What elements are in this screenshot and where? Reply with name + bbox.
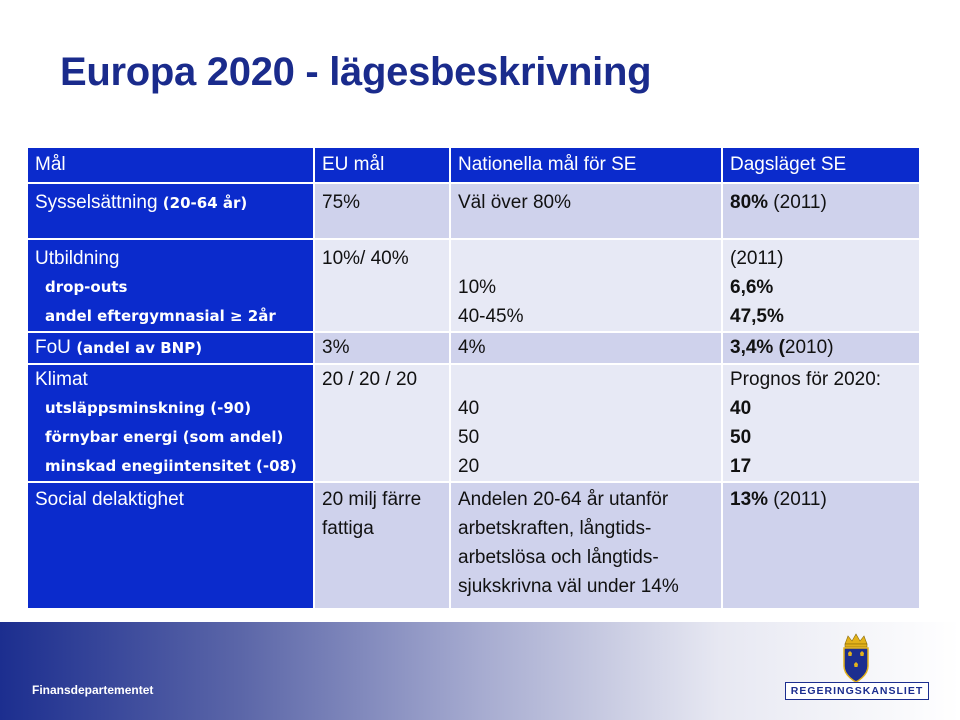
goal-label: Social delaktighet bbox=[35, 489, 184, 510]
table-row-employment: Sysselsättning (20-64 år) 75% Väl över 8… bbox=[26, 182, 921, 240]
status-year: (2011) bbox=[768, 192, 827, 213]
row-goal: Social delaktighet bbox=[26, 481, 315, 610]
status-year: 2010) bbox=[784, 337, 834, 358]
status-value: 13% bbox=[730, 489, 769, 510]
goal-subitem: förnybar energi (som andel) bbox=[45, 428, 284, 446]
eu-goal-cell: 3% bbox=[313, 331, 451, 365]
national-goal-cell: Väl över 80% bbox=[449, 182, 723, 240]
goal-note: (20-64 år) bbox=[162, 194, 248, 212]
goal-label: Klimat bbox=[35, 369, 88, 390]
header-national-goal: Nationella mål för SE bbox=[449, 146, 723, 184]
national-goal-cell: 40 50 20 bbox=[449, 363, 723, 483]
eu-goal-cell: 20 / 20 / 20 bbox=[313, 363, 451, 483]
table-row-climate: Klimat utsläppsminskning (-90) förnybar … bbox=[26, 363, 921, 483]
row-goal: Klimat utsläppsminskning (-90) förnybar … bbox=[26, 363, 315, 483]
status-year: (2011) bbox=[768, 489, 827, 510]
goal-note: (andel av BNP) bbox=[76, 339, 203, 357]
crown-shield-icon bbox=[843, 633, 869, 683]
status-value: 47,5% bbox=[730, 306, 784, 327]
national-goal-line: Andelen 20-64 år utanför bbox=[458, 489, 669, 510]
goal-subitem: utsläppsminskning (-90) bbox=[45, 399, 252, 417]
regeringskansliet-logo: REGERINGSKANSLIET bbox=[785, 682, 929, 700]
eu-goal-cell: 10%/ 40% bbox=[313, 238, 451, 333]
table-header-row: Mål EU mål Nationella mål för SE Dagsläg… bbox=[26, 146, 921, 184]
eu-goal-line: fattiga bbox=[322, 518, 374, 539]
table-row-education: Utbildning drop-outs andel eftergymnasia… bbox=[26, 238, 921, 333]
eu-goal-cell: 20 milj färre fattiga bbox=[313, 481, 451, 610]
national-goal-cell: 4% bbox=[449, 331, 723, 365]
status-forecast-label: Prognos för 2020: bbox=[730, 369, 882, 390]
eu-goal-line: 20 milj färre bbox=[322, 489, 422, 510]
status-cell: Prognos för 2020: 40 50 17 bbox=[721, 363, 921, 483]
national-value: 20 bbox=[458, 456, 480, 477]
national-goal-cell: 10% 40-45% bbox=[449, 238, 723, 333]
footer-band bbox=[0, 622, 960, 720]
goal-label: Sysselsättning bbox=[35, 192, 158, 213]
status-value: 17 bbox=[730, 456, 752, 477]
national-goal-cell: Andelen 20-64 år utanför arbetskraften, … bbox=[449, 481, 723, 610]
status-cell: 13% (2011) bbox=[721, 481, 921, 610]
table-row-social-inclusion: Social delaktighet 20 milj färre fattiga… bbox=[26, 481, 921, 610]
header-goal: Mål bbox=[26, 146, 315, 184]
national-value: 50 bbox=[458, 427, 480, 448]
national-goal-line: arbetskraften, långtids- bbox=[458, 518, 652, 539]
department-label: Finansdepartementet bbox=[32, 683, 154, 697]
goals-table: Mål EU mål Nationella mål för SE Dagsläg… bbox=[26, 146, 921, 610]
goal-subitem: drop-outs bbox=[45, 278, 128, 296]
row-goal: Sysselsättning (20-64 år) bbox=[26, 182, 315, 240]
goal-subitem: minskad enegiintensitet (-08) bbox=[45, 457, 297, 475]
status-cell: 80% (2011) bbox=[721, 182, 921, 240]
national-goal-line: arbetslösa och långtids- bbox=[458, 547, 659, 568]
status-year: (2011) bbox=[730, 248, 784, 269]
row-goal: FoU (andel av BNP) bbox=[26, 331, 315, 365]
table-row-research: FoU (andel av BNP) 3% 4% 3,4% (2010) bbox=[26, 331, 921, 365]
status-cell: 3,4% (2010) bbox=[721, 331, 921, 365]
status-value: 40 bbox=[730, 398, 752, 419]
goal-subitem: andel eftergymnasial ≥ 2år bbox=[45, 307, 276, 325]
goal-label: FoU bbox=[35, 337, 71, 358]
status-value: 50 bbox=[730, 427, 752, 448]
status-value: 80% bbox=[730, 192, 769, 213]
slide-title: Europa 2020 - lägesbeskrivning bbox=[60, 50, 652, 94]
status-value: 6,6% bbox=[730, 277, 774, 298]
goal-label: Utbildning bbox=[35, 248, 120, 269]
national-goal-line: sjukskrivna väl under 14% bbox=[458, 576, 679, 597]
national-value: 40 bbox=[458, 398, 480, 419]
eu-goal-cell: 75% bbox=[313, 182, 451, 240]
status-value: 3,4% ( bbox=[730, 337, 785, 358]
row-goal: Utbildning drop-outs andel eftergymnasia… bbox=[26, 238, 315, 333]
national-value: 40-45% bbox=[458, 306, 524, 327]
national-value: 10% bbox=[458, 277, 497, 298]
status-cell: (2011) 6,6% 47,5% bbox=[721, 238, 921, 333]
header-eu-goal: EU mål bbox=[313, 146, 451, 184]
header-current-status: Dagsläget SE bbox=[721, 146, 921, 184]
